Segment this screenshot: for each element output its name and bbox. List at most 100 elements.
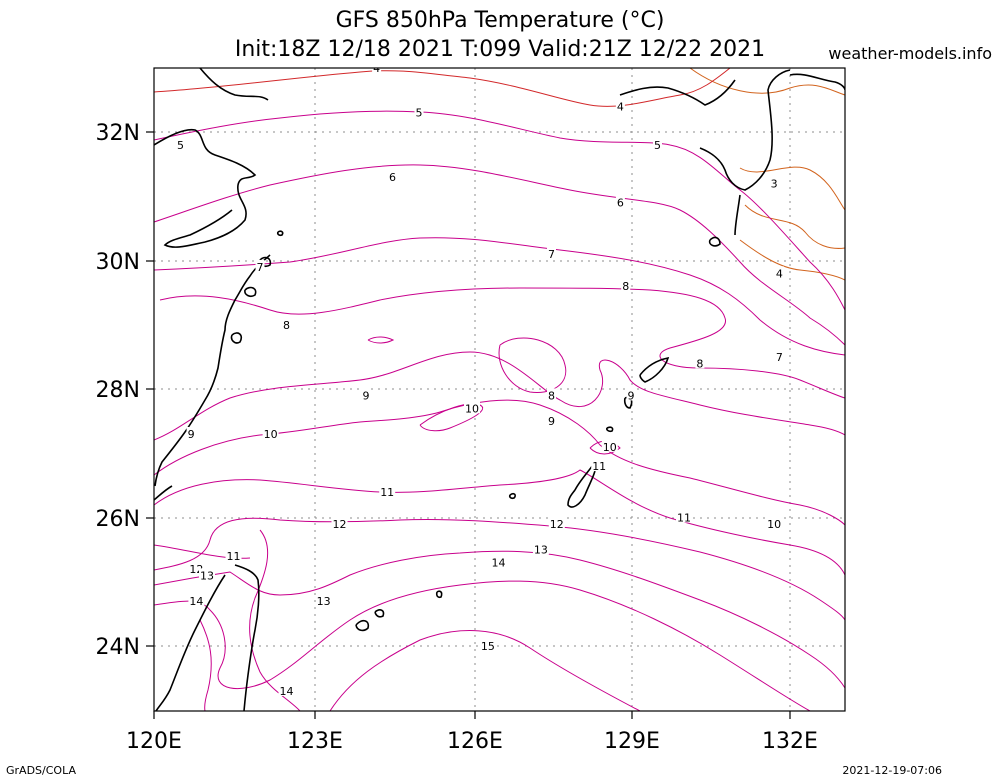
china-coast-sw bbox=[154, 485, 173, 501]
contour-label: 3 bbox=[771, 177, 778, 190]
contour-label: 10 bbox=[603, 441, 617, 454]
china-coast-north bbox=[154, 128, 257, 248]
contour-label: 14 bbox=[280, 685, 294, 698]
contour-label: 10 bbox=[465, 402, 479, 415]
amami-island bbox=[639, 356, 670, 383]
contour-label: 6 bbox=[389, 171, 396, 184]
lat-label-30n: 30N bbox=[96, 250, 140, 275]
contour-label-bg bbox=[388, 169, 397, 182]
contour-7 bbox=[154, 237, 845, 356]
contour-14b bbox=[249, 529, 301, 711]
contour-label: 7 bbox=[548, 248, 555, 261]
source-site: weather-models.info bbox=[828, 44, 992, 63]
contour-label: 4 bbox=[373, 62, 380, 75]
axis-ticks bbox=[146, 131, 791, 719]
graticule bbox=[154, 68, 845, 711]
contour-label-bg bbox=[278, 683, 295, 696]
contour-10 bbox=[154, 399, 845, 526]
map-title: GFS 850hPa Temperature (°C) bbox=[335, 8, 665, 33]
contour-label: 6 bbox=[617, 197, 624, 210]
kyushu bbox=[699, 69, 791, 247]
contour-label-bg bbox=[548, 516, 565, 529]
contour-label-bg bbox=[769, 176, 779, 189]
contour-14 bbox=[154, 580, 811, 711]
contour-4-east bbox=[739, 239, 845, 281]
contour-3 bbox=[739, 166, 845, 211]
lat-label-32n: 32N bbox=[96, 121, 140, 146]
korea-japan-island bbox=[199, 68, 269, 101]
small-islands-1 bbox=[355, 619, 370, 632]
contour-15 bbox=[329, 630, 641, 711]
contour-label: 9 bbox=[548, 415, 555, 428]
software-credit: GrADS/COLA bbox=[6, 764, 76, 777]
lat-label-28n: 28N bbox=[96, 378, 140, 403]
lon-label-120e: 120E bbox=[126, 729, 182, 754]
contour-label-bg bbox=[479, 639, 496, 651]
contour-label-bg bbox=[774, 349, 784, 362]
contour-label: 4 bbox=[776, 267, 783, 280]
contour-12 bbox=[154, 517, 845, 621]
japan-north bbox=[619, 79, 736, 106]
isotherm-contours bbox=[154, 68, 845, 711]
contour-label: 13 bbox=[534, 544, 548, 557]
contour-label: 14 bbox=[492, 556, 506, 569]
contour-8-small bbox=[367, 336, 395, 344]
contour-label: 12 bbox=[333, 518, 347, 531]
contour-label-bg bbox=[626, 388, 636, 401]
contour-label-bg bbox=[464, 401, 480, 414]
contour-label-bg bbox=[547, 388, 556, 401]
small-islands-7 bbox=[276, 230, 284, 237]
lon-label-129e: 129E bbox=[604, 729, 660, 754]
contour-label: 5 bbox=[654, 139, 661, 152]
contour-label-bg bbox=[199, 568, 215, 581]
contour-labels: 4 5 5 4 5 6 6 3 7 7 4 8 8 7 8 9 8 9 10 9 10 9 10 11 11 12 11 12 10 13… bbox=[176, 62, 784, 698]
contour-label: 12 bbox=[550, 518, 564, 531]
contour-label: 11 bbox=[380, 486, 394, 499]
contour-11 bbox=[154, 469, 845, 576]
ryukyu-okinawa bbox=[567, 460, 597, 508]
contour-label: 9 bbox=[628, 389, 635, 402]
contour-label: 9 bbox=[188, 428, 195, 441]
contour-cold-east bbox=[744, 204, 845, 249]
contour-label: 8 bbox=[696, 357, 703, 370]
contour-label: 11 bbox=[592, 460, 606, 473]
contour-label: 8 bbox=[283, 319, 290, 332]
coastlines bbox=[154, 68, 845, 711]
contour-label: 5 bbox=[177, 139, 184, 152]
contour-10-loop bbox=[589, 440, 621, 455]
contour-label: 10 bbox=[767, 518, 781, 531]
small-islands-5 bbox=[508, 492, 516, 500]
contour-label: 7 bbox=[776, 351, 783, 364]
contour-label-bg bbox=[176, 137, 185, 150]
contour-label-bg bbox=[225, 549, 242, 562]
contour-13 bbox=[154, 550, 845, 689]
contour-label: 7 bbox=[257, 261, 264, 274]
lat-axis-labels: 32N 30N 28N 26N 24N bbox=[96, 121, 140, 660]
contour-label: 11 bbox=[227, 550, 241, 563]
contour-label-bg bbox=[414, 105, 424, 118]
contour-label-bg bbox=[532, 542, 549, 555]
small-islands-3 bbox=[435, 590, 443, 599]
contour-label-bg bbox=[547, 414, 556, 427]
contour-label-bg bbox=[372, 68, 382, 73]
contour-label-bg bbox=[774, 266, 784, 279]
contour-label-bg bbox=[379, 484, 396, 497]
contour-label-bg bbox=[766, 516, 783, 529]
contour-label-bg bbox=[547, 247, 556, 260]
contour-6 bbox=[154, 164, 845, 346]
contour-label-bg bbox=[591, 459, 608, 472]
lon-axis-labels: 120E 123E 126E 129E 132E bbox=[126, 729, 818, 754]
contour-16 bbox=[199, 619, 212, 711]
contour-label: 4 bbox=[617, 100, 624, 113]
contour-label-bg bbox=[331, 516, 348, 529]
contour-label-bg bbox=[621, 279, 631, 292]
contour-label-bg bbox=[262, 426, 279, 439]
contour-10-inner bbox=[419, 403, 483, 432]
small-islands-2 bbox=[374, 609, 385, 618]
contour-label-bg bbox=[315, 594, 332, 607]
contour-8 bbox=[159, 287, 845, 399]
lon-label-123e: 123E bbox=[287, 729, 343, 754]
contour-label: 8 bbox=[622, 280, 629, 293]
contour-label-bg bbox=[282, 317, 291, 330]
